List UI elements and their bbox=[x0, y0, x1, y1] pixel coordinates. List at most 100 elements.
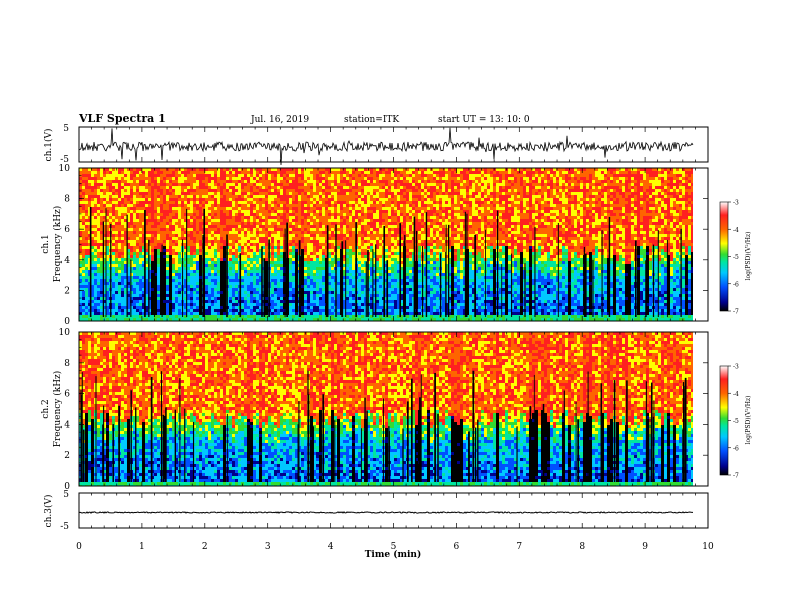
spectrogram-cell bbox=[163, 195, 167, 199]
spectrogram-cell bbox=[316, 276, 320, 280]
spectrogram-cell bbox=[247, 276, 251, 280]
spectrogram-cell bbox=[337, 189, 341, 193]
spectrogram-cell bbox=[211, 195, 215, 199]
spectrogram-cell bbox=[106, 297, 110, 301]
spectrogram-cell bbox=[274, 246, 278, 250]
spectrogram-cell bbox=[259, 282, 263, 286]
spectrogram-cell bbox=[259, 255, 263, 259]
spectrogram-cell bbox=[85, 177, 89, 181]
spectrogram-cell bbox=[187, 249, 191, 253]
spectrogram-cell bbox=[205, 219, 209, 223]
spectrogram-cell bbox=[199, 261, 203, 265]
ch1-waveform bbox=[78, 127, 694, 166]
spectrogram-cell bbox=[292, 255, 296, 259]
spectrogram-cell bbox=[106, 219, 110, 223]
spectrogram-cell bbox=[115, 198, 119, 202]
spectrogram-cell bbox=[262, 255, 266, 259]
spectrogram-cell bbox=[325, 261, 329, 265]
spectrogram-cell bbox=[349, 222, 353, 226]
spectrogram-cell bbox=[196, 246, 200, 250]
spectrogram-cell bbox=[223, 312, 227, 316]
spectrogram-cell bbox=[187, 270, 191, 274]
spectrogram-cell bbox=[82, 186, 86, 190]
spectrogram-cell bbox=[154, 261, 158, 265]
spectrogram-cell bbox=[271, 252, 275, 256]
spectrogram-cell bbox=[166, 300, 170, 304]
spectrogram-cell bbox=[343, 231, 347, 235]
spectrogram-cell bbox=[322, 285, 326, 289]
spectrogram-cell bbox=[133, 201, 137, 205]
spectrogram-cell bbox=[190, 222, 194, 226]
spectrogram-cell bbox=[139, 309, 143, 313]
spectrogram-cell bbox=[220, 207, 224, 211]
spectrogram-cell bbox=[130, 264, 134, 268]
spectrogram-cell bbox=[256, 270, 260, 274]
spectrogram-cell bbox=[85, 234, 89, 238]
spectrogram-cell bbox=[121, 237, 125, 241]
spectrogram-cell bbox=[139, 186, 143, 190]
spectrogram-cell bbox=[106, 276, 110, 280]
spectrogram-cell bbox=[157, 168, 161, 172]
spectrogram-cell bbox=[124, 288, 128, 292]
spectrogram-cell bbox=[358, 186, 362, 190]
spectrogram-cell bbox=[112, 243, 116, 247]
spectrogram-cell bbox=[250, 270, 254, 274]
spectrogram-cell bbox=[169, 318, 173, 321]
spectrogram-cell bbox=[199, 297, 203, 301]
spectrogram-cell bbox=[85, 264, 89, 268]
spectrogram-cell bbox=[370, 204, 374, 208]
spectrogram-cell bbox=[130, 225, 134, 229]
spectrogram-cell bbox=[115, 228, 119, 232]
spectrogram-cell bbox=[364, 282, 368, 286]
spectrogram-cell bbox=[211, 225, 215, 229]
spectrogram-cell bbox=[280, 318, 284, 321]
spectrogram-cell bbox=[241, 216, 245, 220]
spectrogram-cell bbox=[319, 168, 323, 172]
spectrogram-cell bbox=[112, 294, 116, 298]
spectrogram-cell bbox=[247, 189, 251, 193]
spectrogram-cell bbox=[166, 246, 170, 250]
spectrogram-cell bbox=[310, 285, 314, 289]
spectrogram-cell bbox=[235, 243, 239, 247]
spectrogram-cell bbox=[370, 198, 374, 202]
spectrogram-cell bbox=[139, 234, 143, 238]
spectrogram-cell bbox=[295, 270, 299, 274]
spectrogram-cell bbox=[211, 300, 215, 304]
spectrogram-cell bbox=[205, 171, 209, 175]
spectrogram-cell bbox=[145, 177, 149, 181]
spectrogram-cell bbox=[175, 195, 179, 199]
spectrogram-cell bbox=[235, 252, 239, 256]
spectrogram-cell bbox=[307, 297, 311, 301]
spectrogram-cell bbox=[346, 297, 350, 301]
spectrogram-cell bbox=[337, 315, 341, 319]
spectrogram-cell bbox=[283, 189, 287, 193]
spectrogram-cell bbox=[178, 261, 182, 265]
spectrogram-cell bbox=[85, 168, 89, 172]
spectrogram-cell bbox=[100, 270, 104, 274]
spectrogram-cell bbox=[88, 237, 92, 241]
spectrogram-cell bbox=[214, 252, 218, 256]
spectrogram-cell bbox=[124, 264, 128, 268]
spectrogram-cell bbox=[328, 246, 332, 250]
spectrogram-cell bbox=[178, 282, 182, 286]
spectrogram-cell bbox=[361, 312, 365, 316]
spectrogram-cell bbox=[91, 267, 95, 271]
spectrogram-cell bbox=[220, 315, 224, 319]
spectrogram-cell bbox=[325, 174, 329, 178]
spectrogram-cell bbox=[205, 228, 209, 232]
spectrogram-cell bbox=[154, 276, 158, 280]
station-label: station=ITK bbox=[344, 115, 399, 125]
spectrogram-cell bbox=[208, 186, 212, 190]
spectrogram-cell bbox=[295, 174, 299, 178]
spectrogram-cell bbox=[169, 243, 173, 247]
spectrogram-cell bbox=[298, 234, 302, 238]
spectrogram-cell bbox=[289, 261, 293, 265]
spectrogram-cell bbox=[172, 225, 176, 229]
spectrogram-cell bbox=[241, 267, 245, 271]
spectrogram-cell bbox=[370, 207, 374, 211]
spectrogram-cell bbox=[154, 186, 158, 190]
spectrogram-cell bbox=[298, 213, 302, 217]
spectrogram-cell bbox=[97, 237, 101, 241]
spectrogram-cell bbox=[289, 303, 293, 307]
spectrogram-cell bbox=[112, 300, 116, 304]
